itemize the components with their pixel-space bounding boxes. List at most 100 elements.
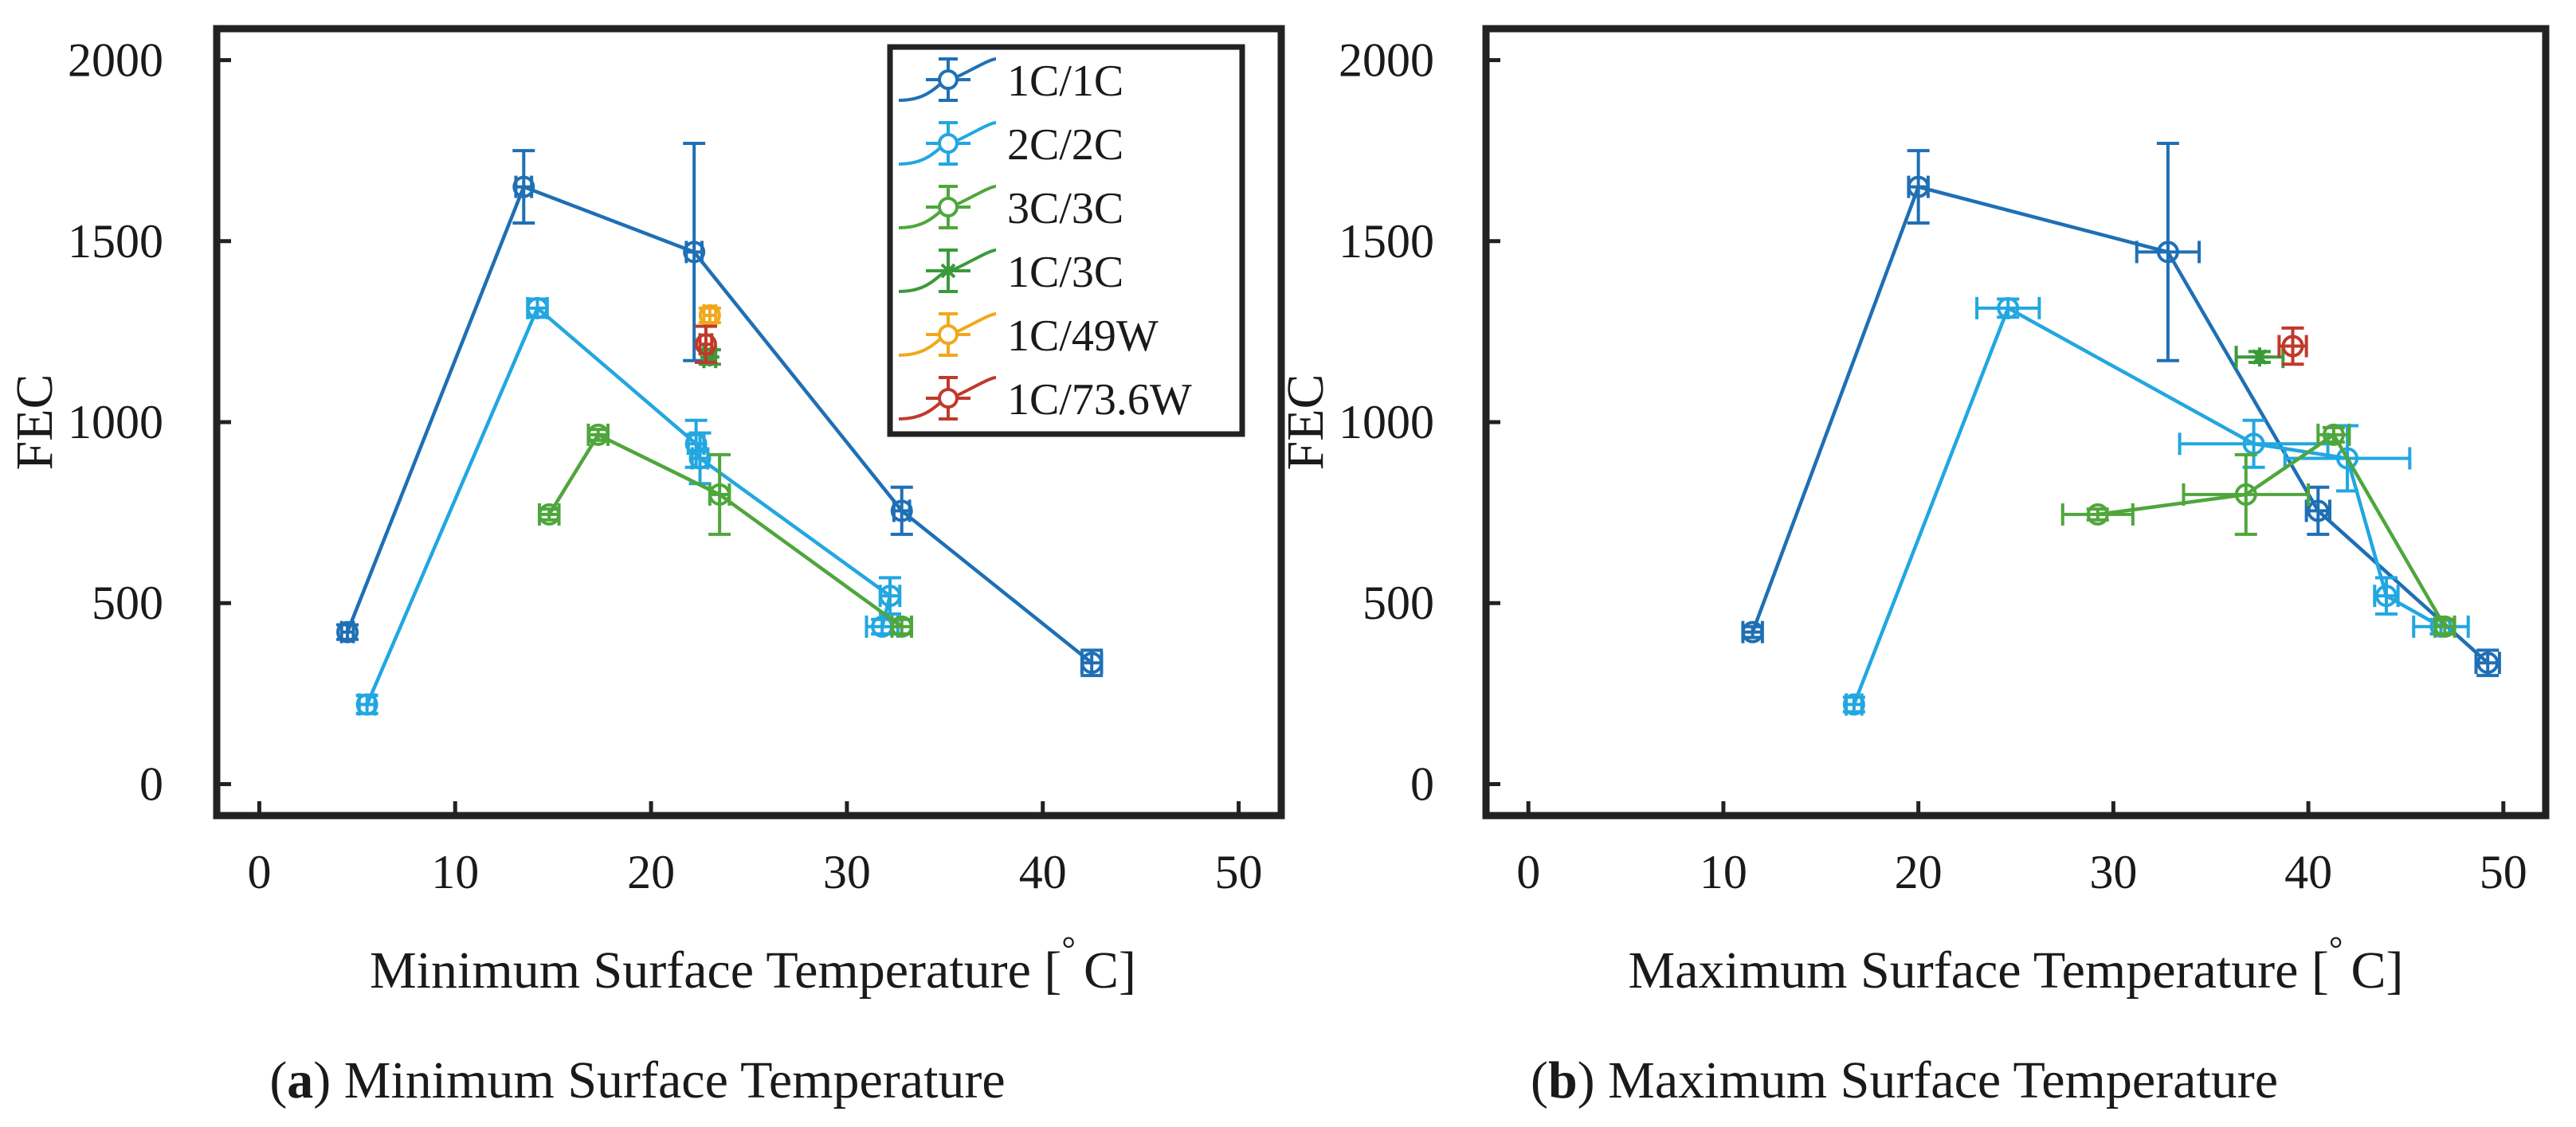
circle-marker — [890, 499, 913, 522]
circle-marker — [526, 296, 549, 319]
legend-marker — [938, 133, 959, 154]
data-point — [1080, 648, 1104, 678]
legend-label: 1C/49W — [1007, 311, 1159, 361]
x-tick-label: 30 — [2089, 846, 2137, 898]
y-tick-label: 2000 — [68, 34, 163, 87]
x-tick-label: 50 — [1215, 846, 1263, 898]
circle-marker — [1997, 296, 2020, 319]
data-point — [586, 423, 610, 446]
caption-b: (b) Maximum Surface Temperature — [1531, 1051, 2278, 1109]
series-1c-73-6w — [2277, 326, 2308, 366]
data-point — [2474, 648, 2501, 678]
circle-marker — [355, 693, 378, 716]
x-axis-label-b: Maximum Surface Temperature [° C] — [1629, 929, 2404, 1000]
x-axis-label-a: Minimum Surface Temperature [° C] — [370, 929, 1136, 1000]
circle-marker — [2156, 241, 2179, 264]
data-point — [683, 142, 706, 362]
data-point — [890, 485, 913, 536]
series-3c-3c — [2060, 423, 2456, 638]
data-point — [2373, 576, 2400, 616]
circle-marker — [2336, 447, 2359, 470]
y-tick-label: 2000 — [1339, 34, 1434, 87]
data-point — [2433, 615, 2456, 638]
legend-marker — [940, 263, 956, 279]
axes-frame-b — [1482, 25, 2550, 820]
circle-marker — [336, 620, 359, 644]
y-axis-label-b: FEC — [1276, 374, 1335, 470]
series-3c-3c — [537, 423, 914, 638]
data-point — [336, 620, 359, 644]
data-point — [698, 346, 721, 369]
data-point — [2234, 346, 2285, 369]
legend-marker — [938, 69, 959, 90]
data-point — [1975, 296, 2041, 319]
circle-marker — [1741, 620, 1764, 644]
data-point — [2135, 142, 2202, 362]
data-point — [878, 576, 902, 616]
legend-label: 1C/1C — [1007, 57, 1123, 106]
circle-marker — [1842, 693, 1865, 716]
legend-label: 1C/3C — [1007, 248, 1123, 297]
circle-marker — [2476, 652, 2500, 675]
x-tick-label: 0 — [247, 846, 271, 898]
x-tick-label: 40 — [1019, 846, 1067, 898]
data-point — [890, 615, 914, 638]
series-1c-49w — [698, 303, 721, 327]
circle-marker — [2322, 423, 2345, 446]
y-tick-label: 1000 — [1339, 396, 1434, 448]
data-point — [698, 303, 721, 327]
data-point — [2277, 326, 2308, 366]
series-1c-1c — [1741, 142, 2501, 678]
data-point — [512, 149, 535, 225]
circle-marker — [2374, 585, 2398, 608]
legend-entry: 2C/2C — [898, 120, 1123, 170]
legend-entry: 1C/1C — [898, 57, 1123, 106]
legend-entry: 3C/3C — [898, 184, 1123, 233]
x-tick-label: 50 — [2480, 846, 2527, 898]
y-tick-label: 0 — [139, 757, 163, 810]
data-point — [2304, 485, 2331, 536]
legend-marker — [938, 324, 959, 345]
data-point — [537, 503, 561, 526]
legend-entries: 1C/1C 2C/2C 3C/3C 1C/3C 1C/49W 1C/73.6W — [898, 57, 1192, 425]
series-line — [365, 305, 892, 706]
x-tick-label: 0 — [1516, 846, 1540, 898]
legend-marker — [938, 197, 959, 217]
plot-area-a — [336, 142, 1104, 716]
data-point — [1842, 693, 1865, 716]
circle-marker — [538, 503, 561, 526]
x-tick-label: 10 — [431, 846, 479, 898]
circle-marker — [694, 333, 717, 356]
y-tick-label: 1000 — [68, 396, 163, 448]
series-line — [2097, 432, 2447, 628]
data-point — [1741, 620, 1764, 644]
series-2c-2c — [355, 296, 902, 716]
legend-label: 2C/2C — [1007, 120, 1123, 170]
x-tick-label: 10 — [1700, 846, 1747, 898]
series-line — [547, 432, 904, 628]
series-2c-2c — [1842, 296, 2470, 716]
legend-entry: 1C/3C — [898, 248, 1123, 297]
y-tick-label: 500 — [92, 577, 163, 629]
legend-entry: 1C/73.6W — [898, 375, 1192, 425]
circle-marker — [2281, 335, 2304, 358]
x-tick-label: 40 — [2284, 846, 2332, 898]
x-tick-label: 20 — [627, 846, 675, 898]
plot-area-b — [1741, 142, 2501, 716]
y-axis-label-a: FEC — [6, 374, 64, 470]
data-point — [1907, 149, 1930, 225]
circle-marker — [1080, 652, 1104, 675]
legend-label: 1C/73.6W — [1007, 375, 1192, 425]
y-tick-label: 1500 — [68, 215, 163, 268]
y-tick-label: 0 — [1410, 757, 1434, 810]
data-point — [2316, 423, 2351, 446]
circle-marker — [2307, 499, 2330, 522]
data-point — [355, 693, 378, 716]
legend: 1C/1C 2C/2C 3C/3C 1C/3C 1C/49W 1C/73.6W — [887, 44, 1245, 437]
legend-box — [887, 44, 1245, 437]
